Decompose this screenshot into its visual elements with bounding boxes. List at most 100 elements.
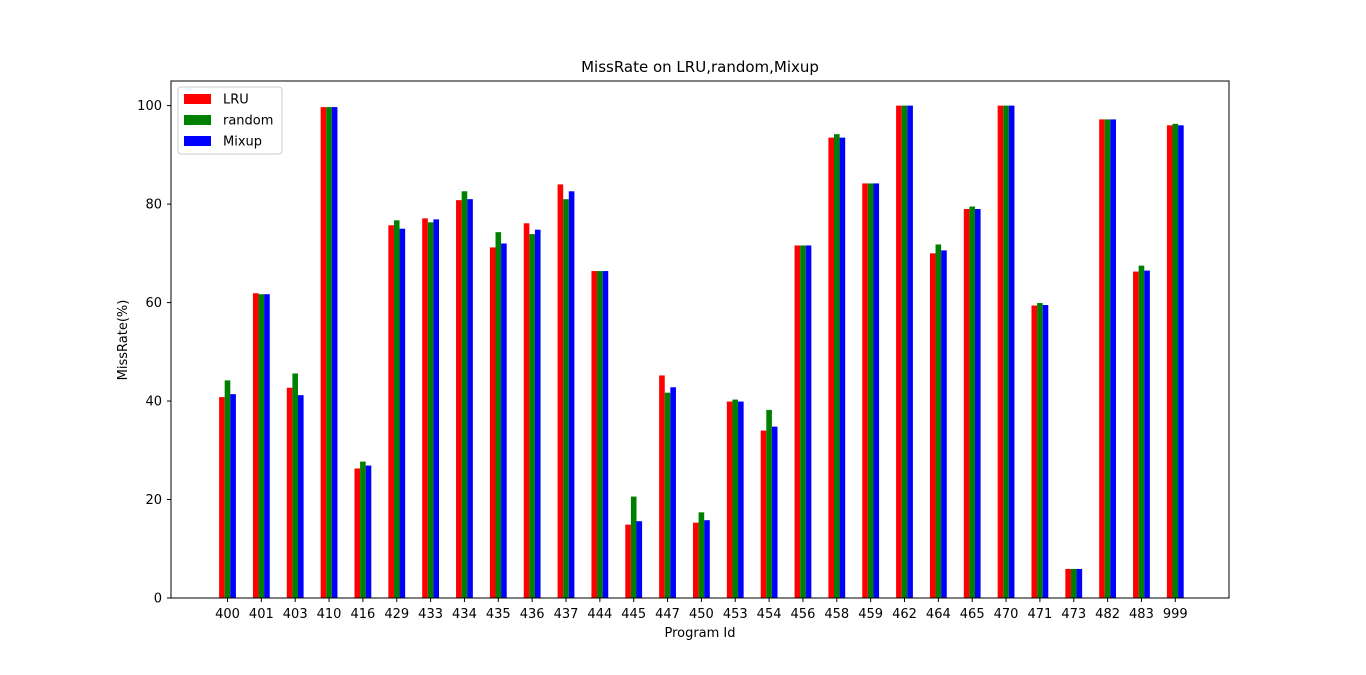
bar-mixup-450	[704, 520, 710, 598]
bar-mixup-444	[602, 271, 609, 598]
bar-random-454	[766, 409, 772, 598]
bar-random-453	[732, 399, 739, 598]
x-tick-label: 444	[587, 607, 612, 622]
x-tick-label: 410	[317, 607, 342, 622]
bar-lru-459	[862, 183, 868, 599]
x-tick-label: 462	[892, 607, 917, 622]
bar-random-999	[1172, 123, 1179, 598]
bar-mixup-999	[1178, 125, 1184, 598]
bar-random-410	[326, 107, 332, 598]
bar-random-458	[834, 134, 840, 598]
x-tick-label: 459	[858, 607, 883, 622]
bar-mixup-470	[1008, 105, 1015, 599]
bar-lru-453	[726, 401, 733, 598]
bar-mixup-462	[907, 105, 913, 599]
bar-mixup-410	[331, 107, 338, 598]
bar-lru-447	[659, 375, 665, 598]
y-tick-label: 20	[145, 493, 162, 508]
bar-mixup-458	[839, 137, 846, 598]
bar-random-416	[360, 461, 366, 598]
bar-random-483	[1138, 265, 1145, 598]
bar-lru-470	[997, 105, 1004, 599]
bar-random-436	[529, 234, 535, 598]
x-tick-label: 429	[384, 607, 409, 622]
x-tick-label: 999	[1163, 607, 1188, 622]
bar-random-470	[1003, 105, 1009, 599]
bar-lru-416	[354, 468, 361, 598]
plot-area-frame	[170, 80, 1230, 599]
bar-lru-999	[1166, 125, 1173, 598]
y-tick-label: 0	[154, 592, 162, 607]
bar-lru-410	[320, 107, 327, 598]
legend: LRU random Mixup	[177, 86, 283, 155]
bar-random-450	[698, 512, 705, 598]
bar-mixup-453	[738, 401, 744, 598]
bar-lru-401	[252, 293, 259, 598]
y-axis-label: MissRate(%)	[116, 300, 131, 381]
bar-lru-458	[828, 137, 834, 598]
bar-random-459	[867, 183, 874, 599]
bars-layer	[219, 105, 1184, 599]
bar-mixup-403	[298, 395, 304, 598]
x-tick-label: 403	[283, 607, 308, 622]
x-axis: 400 401 403 410 416 429 433 434 435 436 437 444 445 4…	[215, 598, 1188, 622]
bar-mixup-436	[534, 229, 541, 598]
bar-lru-444	[591, 271, 598, 598]
y-tick-label: 40	[145, 395, 162, 410]
bar-random-464	[935, 244, 942, 598]
bar-lru-437	[557, 184, 564, 598]
legend-swatch-random	[184, 115, 211, 125]
bar-random-403	[292, 373, 298, 598]
bar-mixup-437	[568, 191, 575, 599]
bar-mixup-435	[501, 243, 507, 599]
bar-mixup-464	[941, 250, 947, 598]
bar-mixup-429	[399, 228, 406, 598]
bar-mixup-456	[805, 245, 812, 598]
y-tick-label: 80	[145, 198, 162, 213]
legend-label-mixup: Mixup	[223, 135, 262, 150]
x-tick-label: 447	[655, 607, 680, 622]
bar-lru-445	[625, 524, 631, 598]
bar-lru-465	[963, 209, 970, 598]
bar-mixup-447	[670, 387, 676, 598]
bar-random-433	[427, 222, 434, 598]
chart-title: MissRate on LRU,random,Mixup	[581, 58, 819, 76]
x-tick-label: 454	[757, 607, 782, 622]
bar-lru-433	[422, 218, 428, 598]
x-tick-label: 401	[249, 607, 274, 622]
bar-random-434	[461, 191, 468, 599]
bar-mixup-459	[873, 183, 880, 599]
legend-label-lru: LRU	[223, 93, 249, 108]
bar-random-444	[597, 271, 603, 598]
bar-lru-456	[794, 245, 801, 598]
bar-mixup-473	[1076, 568, 1083, 598]
x-tick-label: 450	[689, 607, 714, 622]
bar-random-429	[393, 220, 400, 598]
bar-random-445	[630, 496, 637, 598]
bar-random-462	[901, 105, 908, 599]
x-tick-label: 470	[994, 607, 1019, 622]
bar-random-471	[1037, 303, 1043, 598]
y-axis: 0 20 40 60 80 100	[137, 99, 171, 607]
x-tick-label: 458	[824, 607, 849, 622]
bar-lru-473	[1065, 568, 1071, 598]
x-tick-label: 453	[723, 607, 748, 622]
bar-lru-434	[456, 200, 462, 598]
x-tick-label: 445	[621, 607, 646, 622]
bar-mixup-433	[433, 219, 439, 599]
bar-lru-400	[219, 397, 225, 598]
bar-mixup-445	[636, 521, 643, 598]
bar-mixup-416	[365, 465, 372, 598]
bar-random-435	[495, 232, 502, 598]
bar-lru-454	[760, 430, 767, 598]
x-tick-label: 456	[791, 607, 816, 622]
x-tick-label: 482	[1095, 607, 1120, 622]
bar-lru-464	[929, 253, 936, 598]
bar-random-401	[258, 294, 265, 598]
bar-lru-429	[388, 225, 394, 598]
bar-lru-435	[489, 247, 496, 599]
x-tick-label: 464	[926, 607, 951, 622]
bar-mixup-434	[467, 199, 473, 599]
